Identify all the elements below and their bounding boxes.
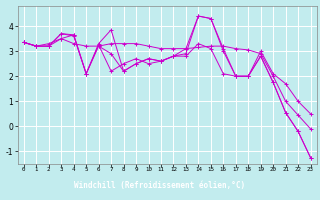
Text: Windchill (Refroidissement éolien,°C): Windchill (Refroidissement éolien,°C) <box>75 181 245 190</box>
